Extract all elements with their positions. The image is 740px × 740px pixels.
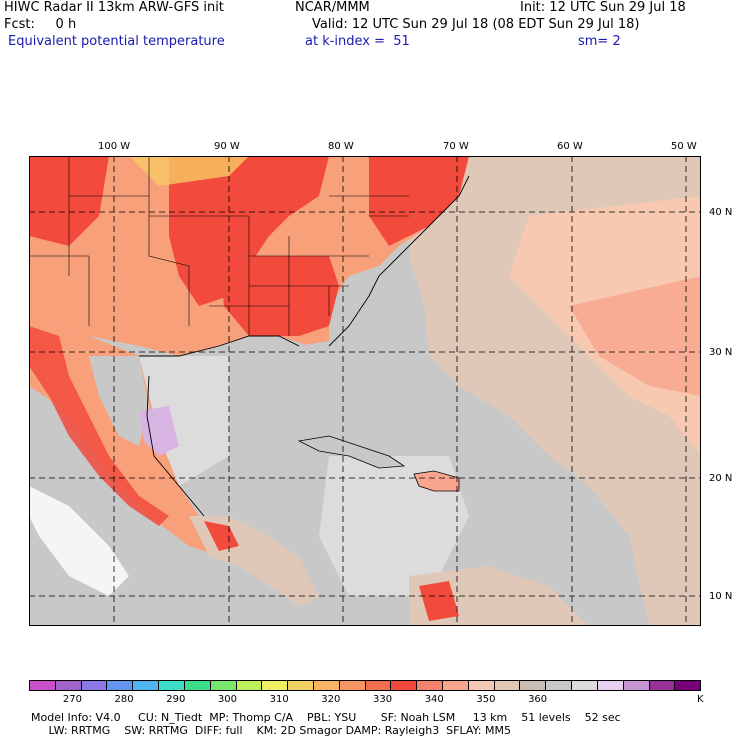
north-yellow-patch (129, 156, 249, 186)
colorbar-label: 340 (424, 694, 444, 705)
mexico-gulf-coastline (146, 375, 205, 517)
colorbar-label: 330 (373, 694, 393, 705)
florida-land (299, 341, 354, 396)
colorbar-swatch (417, 681, 443, 690)
init-time: Init: 12 UTC Sun 29 Jul 18 (520, 0, 686, 15)
colorbar-swatch (365, 681, 392, 690)
colorbar-label: 310 (269, 694, 289, 705)
colorbar-swatch (184, 681, 211, 690)
lon-label-70w: 70 W (443, 141, 469, 152)
lon-label-60w: 60 W (557, 141, 583, 152)
field-name: Equivalent potential temperature (8, 34, 225, 49)
cuba (297, 435, 406, 469)
south-america-red (419, 581, 459, 621)
colorbar-swatch (443, 681, 469, 690)
colorbar-swatch (675, 681, 701, 690)
colorbar-label: K (697, 694, 704, 705)
colorbar-swatch (55, 681, 82, 690)
colorbar-label: 360 (528, 694, 548, 705)
colorbar-label: 270 (62, 694, 82, 705)
colorbar-swatch (262, 681, 289, 690)
central-america-red (204, 521, 239, 551)
atlantic-orange-patch (569, 276, 701, 396)
us-east-coastline (328, 175, 470, 347)
model-info-line1: Model Info: V4.0 CU: N_Tiedt MP: Thomp C… (31, 711, 621, 724)
colorbar-swatch (133, 681, 160, 690)
lat-label-10n: 10 N (709, 591, 733, 602)
colorbar-swatch (236, 681, 263, 690)
colorbar-swatch (30, 681, 56, 690)
lon-label-50w: 50 W (671, 141, 697, 152)
colorbar-swatch (391, 681, 418, 690)
colorbar-swatch (546, 681, 573, 690)
colorbar-label: 350 (476, 694, 496, 705)
lat-label-40n: 40 N (709, 207, 733, 218)
colorbar-swatch (572, 681, 598, 690)
political-boundaries (29, 156, 409, 336)
colorbar-label: 280 (114, 694, 134, 705)
forecast-hour: Fcst: 0 h (4, 17, 77, 32)
caribbean-light-region (319, 456, 469, 596)
colorbar-swatch (623, 681, 650, 690)
lat-label-20n: 20 N (709, 473, 733, 484)
pacific-white-region (29, 486, 129, 596)
texas-lavender-patch (139, 406, 179, 456)
smoothing-info: sm= 2 (578, 34, 621, 49)
model-title: HIWC Radar II 13km ARW-GFS init (4, 0, 224, 15)
colorbar-label: 300 (217, 694, 238, 705)
colorbar (29, 680, 701, 691)
lon-label-90w: 90 W (214, 141, 240, 152)
lat-label-30n: 30 N (709, 347, 733, 358)
map-plot (29, 156, 701, 626)
colorbar-swatch (468, 681, 495, 690)
northeast-red (369, 156, 469, 246)
colorbar-swatch (339, 681, 366, 690)
colorbar-swatch (210, 681, 237, 690)
graticule (29, 156, 701, 626)
org-label: NCAR/MMM (295, 0, 370, 15)
colorbar-swatch (159, 681, 185, 690)
colorbar-swatch (107, 681, 134, 690)
mexico-land-red (29, 326, 169, 526)
level-info: at k-index = 51 (305, 34, 410, 49)
hispaniola (413, 470, 460, 492)
texas-gray (89, 356, 149, 446)
colorbar-swatch (520, 681, 547, 690)
colorbar-swatch (494, 681, 521, 690)
colorbar-swatch (81, 681, 108, 690)
colorbar-swatch (649, 681, 676, 690)
colorbar-label: 320 (321, 694, 341, 705)
colorbar-swatch (313, 681, 340, 690)
valid-time: Valid: 12 UTC Sun 29 Jul 18 (08 EDT Sun … (312, 17, 640, 32)
model-info-line2: LW: RRTMG SW: RRTMG DIFF: full KM: 2D Sm… (31, 724, 511, 737)
map-frame (29, 156, 701, 626)
lon-label-80w: 80 W (328, 141, 354, 152)
colorbar-swatch (288, 681, 314, 690)
colorbar-label: 290 (166, 694, 186, 705)
gulf-coastline (139, 335, 300, 357)
colorbar-swatch (597, 681, 624, 690)
lon-label-100w: 100 W (98, 141, 131, 152)
